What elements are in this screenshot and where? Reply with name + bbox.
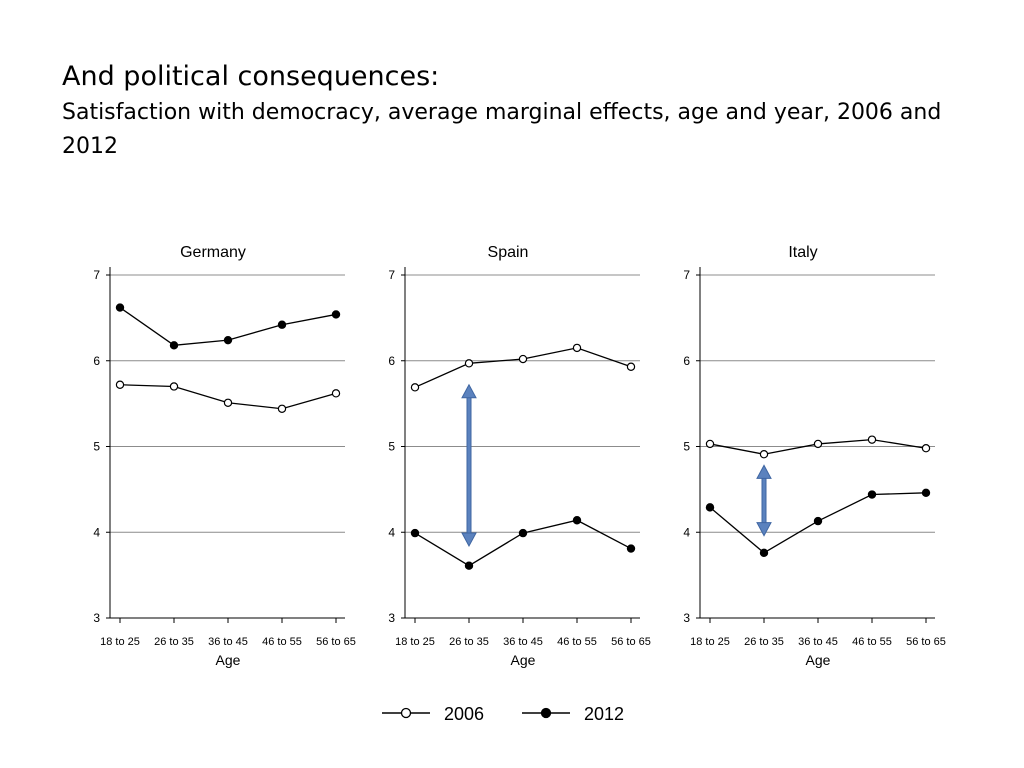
data-point-2006	[626, 362, 636, 371]
panel-germany: Germany 3 4 5 6 7 18 to 25 26 to 35 36 to 45 46 t…	[93, 244, 356, 668]
x-tick-label: 46 to 55	[262, 636, 302, 648]
y-tick-label: 5	[683, 440, 690, 454]
arrow-head-down	[461, 532, 477, 548]
panel-title: Italy	[788, 244, 817, 261]
x-axis-label: Age	[216, 652, 241, 668]
y-tick-label: 7	[93, 268, 100, 282]
data-point-2012	[572, 516, 582, 525]
data-point-2006	[464, 359, 474, 368]
gap-double-arrow	[756, 464, 772, 537]
x-tick-label: 18 to 25	[395, 636, 435, 648]
gap-double-arrow	[461, 383, 477, 548]
x-tick-label: 36 to 45	[798, 636, 838, 648]
y-tick-label: 5	[388, 440, 395, 454]
data-point-2006	[921, 444, 931, 453]
data-point-2006	[277, 404, 287, 413]
x-tick-label: 56 to 65	[611, 636, 651, 648]
data-point-2006	[759, 450, 769, 459]
data-point-2012	[626, 544, 636, 553]
data-point-2012	[867, 490, 877, 499]
series-line-2006	[414, 347, 632, 388]
y-tick-label: 3	[388, 611, 395, 625]
y-tick-label: 4	[93, 525, 100, 539]
data-point-2012	[277, 320, 287, 329]
data-point-2012	[464, 561, 474, 570]
x-tick-label: 56 to 65	[906, 636, 946, 648]
y-tick-label: 3	[683, 611, 690, 625]
page-title: And political consequences:	[62, 61, 440, 92]
legend-marker	[400, 707, 412, 719]
data-point-2012	[223, 335, 233, 345]
data-point-2006	[410, 383, 420, 392]
data-point-2006	[867, 435, 877, 444]
y-tick-label: 4	[388, 525, 395, 539]
legend-item-2006: 2006	[382, 704, 484, 724]
data-point-2006	[115, 380, 125, 389]
y-tick-label: 4	[683, 525, 690, 539]
x-tick-label: 18 to 25	[100, 636, 140, 648]
legend-label: 2012	[584, 704, 624, 724]
data-point-2006	[331, 389, 341, 398]
data-point-2006	[518, 354, 528, 364]
y-tick-label: 6	[388, 354, 395, 368]
x-tick-label: 18 to 25	[690, 636, 730, 648]
x-tick-label: 36 to 45	[208, 636, 248, 648]
x-axis-label: Age	[806, 652, 831, 668]
data-point-2006	[705, 439, 715, 449]
y-tick-label: 6	[683, 354, 690, 368]
data-point-2012	[518, 528, 528, 538]
data-point-2012	[705, 503, 715, 512]
arrow-head-up	[461, 383, 477, 399]
data-point-2012	[115, 303, 125, 312]
data-point-2006	[572, 343, 582, 353]
x-tick-label: 26 to 35	[744, 636, 784, 648]
data-point-2006	[813, 439, 823, 449]
data-point-2006	[169, 382, 179, 391]
panel-title: Germany	[180, 244, 246, 261]
title-block: And political consequences: Satisfaction…	[62, 58, 992, 164]
arrow-head-up	[756, 464, 772, 479]
y-tick-label: 7	[388, 268, 395, 282]
arrow-head-down	[756, 522, 772, 537]
x-tick-label: 36 to 45	[503, 636, 543, 648]
data-point-2012	[169, 341, 179, 350]
legend-label: 2006	[444, 704, 484, 724]
series-line-2012	[414, 519, 632, 567]
data-point-2012	[410, 528, 420, 538]
y-tick-label: 5	[93, 440, 100, 454]
y-tick-label: 7	[683, 268, 690, 282]
data-point-2012	[813, 516, 823, 526]
x-tick-label: 46 to 55	[852, 636, 892, 648]
x-tick-label: 26 to 35	[449, 636, 489, 648]
x-tick-label: 56 to 65	[316, 636, 356, 648]
panel-title: Spain	[488, 244, 529, 261]
data-point-2006	[223, 398, 233, 407]
data-point-2012	[921, 488, 931, 498]
legend-marker	[540, 707, 552, 719]
panel-spain: Spain 3 4 5 6 7 18 to 25 26 to 35 36 to 45 46 to …	[388, 244, 651, 668]
data-point-2012	[759, 548, 769, 558]
panel-italy: Italy 3 4 5 6 7 18 to 25 26 to 35 36 to 45 46 to …	[683, 244, 946, 668]
page-subtitle: Satisfaction with democracy, average mar…	[62, 100, 942, 159]
x-tick-label: 26 to 35	[154, 636, 194, 648]
x-axis-label: Age	[511, 652, 536, 668]
data-point-2012	[331, 310, 341, 319]
legend: 2006 2012	[382, 704, 624, 724]
y-tick-label: 6	[93, 354, 100, 368]
legend-item-2012: 2012	[522, 704, 624, 724]
y-tick-label: 3	[93, 611, 100, 625]
x-tick-label: 46 to 55	[557, 636, 597, 648]
